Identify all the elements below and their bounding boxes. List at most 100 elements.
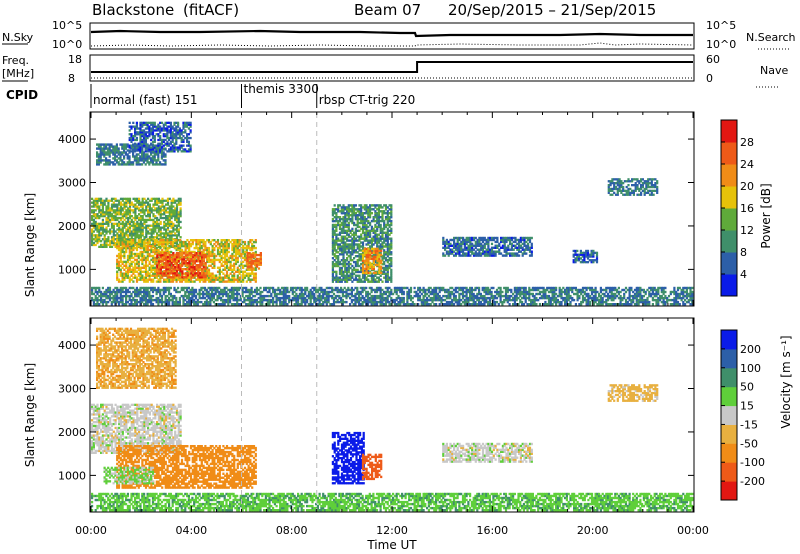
echo-cell bbox=[110, 222, 114, 225]
echo-cell bbox=[354, 212, 357, 215]
echo-cell bbox=[335, 217, 338, 221]
echo-cell bbox=[172, 252, 175, 255]
echo-cell bbox=[360, 214, 363, 217]
echo-cell bbox=[367, 212, 370, 215]
echo-cell bbox=[110, 226, 114, 229]
echo-cell bbox=[138, 236, 141, 239]
echo-cell bbox=[98, 207, 101, 210]
echo-cell bbox=[225, 276, 229, 279]
echo-cell bbox=[374, 241, 377, 244]
echo-cell bbox=[216, 258, 220, 262]
echo-cell bbox=[200, 278, 203, 281]
echo-cell bbox=[138, 226, 141, 229]
echo-cell bbox=[144, 264, 148, 267]
echo-cell bbox=[225, 246, 229, 250]
echo-cell bbox=[159, 232, 162, 235]
echo-cell bbox=[101, 243, 104, 247]
echo-cell bbox=[184, 248, 187, 252]
echo-cell bbox=[156, 220, 159, 224]
echo-cell bbox=[153, 146, 156, 149]
echo-cell bbox=[346, 231, 349, 234]
echo-cell bbox=[229, 256, 232, 260]
echo-cell bbox=[96, 201, 99, 204]
echo-cell bbox=[116, 246, 119, 250]
echo-cell bbox=[159, 274, 162, 277]
echo-cell bbox=[231, 274, 234, 277]
echo-cell bbox=[168, 215, 171, 218]
echo-cell bbox=[182, 138, 185, 142]
echo-cell bbox=[254, 255, 257, 259]
echo-cell bbox=[181, 274, 184, 277]
echo-cell bbox=[101, 201, 104, 204]
echo-cell bbox=[121, 254, 124, 258]
echo-cell bbox=[115, 151, 118, 154]
echo-cell bbox=[110, 218, 114, 222]
echo-cell bbox=[354, 229, 357, 232]
echo-cell bbox=[207, 256, 211, 260]
echo-cell bbox=[172, 215, 175, 218]
echo-cell bbox=[162, 239, 166, 242]
echo-cell bbox=[337, 223, 340, 227]
echo-cell bbox=[139, 246, 142, 250]
echo-cell bbox=[161, 242, 164, 246]
echo-cell bbox=[159, 278, 162, 281]
echo-cell bbox=[199, 274, 202, 277]
echo-cell bbox=[116, 216, 119, 220]
echo-cell bbox=[189, 125, 192, 128]
echo-cell bbox=[227, 246, 230, 250]
echo-cell bbox=[121, 236, 124, 239]
echo-cell bbox=[338, 253, 342, 256]
echo-cell bbox=[209, 264, 212, 267]
echo-cell bbox=[175, 264, 179, 267]
echo-cell bbox=[146, 250, 149, 254]
echo-cell bbox=[166, 246, 169, 250]
echo-cell bbox=[358, 221, 361, 225]
echo-cell bbox=[351, 253, 354, 256]
echo-cell bbox=[337, 255, 340, 258]
echo-cell bbox=[105, 151, 108, 154]
echo-cell bbox=[390, 219, 393, 223]
echo-cell bbox=[257, 259, 261, 262]
echo-cell bbox=[213, 239, 216, 242]
echo-cell bbox=[346, 245, 349, 248]
echo-cell bbox=[206, 246, 209, 250]
echo-cell bbox=[125, 197, 128, 200]
echo-cell bbox=[174, 234, 177, 237]
echo-cell bbox=[103, 153, 106, 156]
echo-cell bbox=[96, 224, 99, 227]
echo-cell bbox=[187, 127, 190, 130]
echo-cell bbox=[143, 144, 146, 147]
echo-cell bbox=[123, 151, 126, 154]
echo-cell bbox=[356, 280, 359, 283]
echo-cell bbox=[372, 276, 375, 279]
echo-cell bbox=[224, 250, 227, 254]
echo-cell bbox=[139, 268, 142, 271]
echo-cell bbox=[252, 255, 255, 259]
echo-cell bbox=[154, 207, 157, 210]
echo-cell bbox=[182, 144, 185, 147]
echo-cell bbox=[148, 144, 151, 147]
echo-cell bbox=[166, 144, 169, 147]
echo-cell bbox=[136, 228, 139, 231]
echo-cell bbox=[123, 207, 126, 210]
echo-cell bbox=[112, 243, 115, 247]
echo-cell bbox=[227, 260, 230, 264]
echo-cell bbox=[211, 246, 214, 250]
echo-cell bbox=[116, 232, 119, 235]
echo-cell bbox=[125, 272, 128, 275]
echo-cell bbox=[145, 241, 148, 245]
echo-cell bbox=[151, 133, 155, 136]
echo-cell bbox=[652, 193, 655, 196]
echo-cell bbox=[365, 217, 368, 221]
echo-cell bbox=[101, 245, 104, 248]
echo-cell bbox=[151, 159, 154, 162]
echo-cell bbox=[139, 201, 142, 204]
echo-cell bbox=[153, 274, 157, 277]
echo-cell bbox=[181, 260, 184, 263]
echo-cell bbox=[150, 148, 153, 151]
echo-cell bbox=[204, 244, 207, 248]
echo-cell bbox=[243, 252, 247, 256]
echo-cell bbox=[146, 146, 149, 149]
echo-cell bbox=[180, 131, 183, 134]
echo-cell bbox=[130, 150, 133, 153]
